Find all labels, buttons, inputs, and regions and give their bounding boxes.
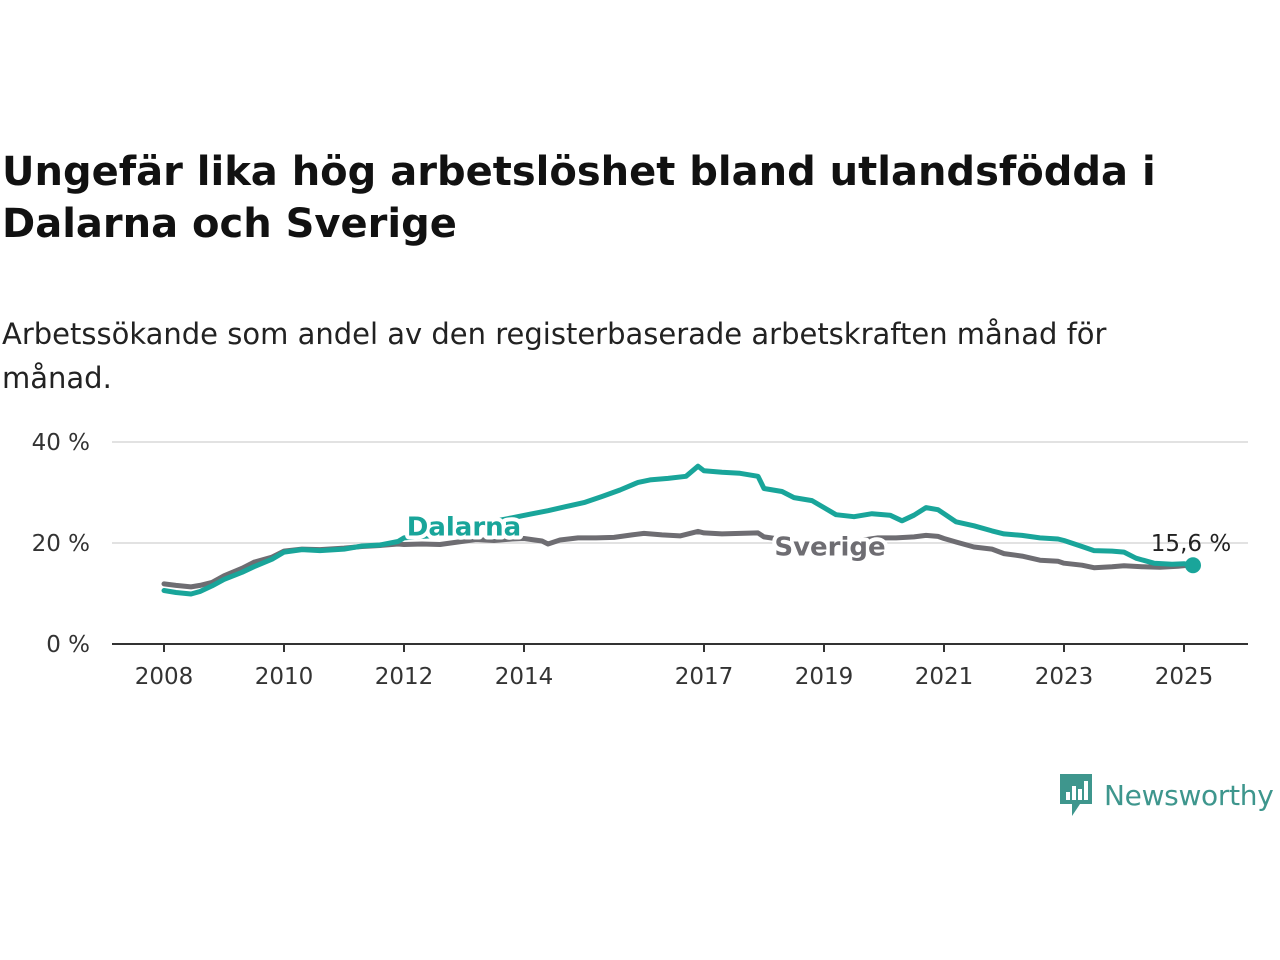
x-tick-label: 2014 (495, 664, 554, 690)
y-tick-label: 0 % (46, 632, 90, 658)
x-tick-label: 2012 (375, 664, 434, 690)
y-tick-label: 40 % (32, 430, 90, 456)
series-label-dalarna: Dalarna (407, 512, 521, 542)
series-layer (161, 463, 1196, 597)
chart-subtitle: Arbetssökande som andel av den registerb… (2, 317, 1107, 395)
end-point-marker (1185, 557, 1201, 574)
x-tick-label: 2023 (1035, 664, 1094, 690)
line-chart: 0 % 20 % 40 % 2008 2010 2012 2014 2017 2019 2021 2… (32, 430, 1248, 690)
x-tick-label: 2025 (1155, 664, 1214, 690)
grid-layer (112, 441, 1248, 544)
end-value-label: 15,6 % (1151, 531, 1231, 557)
newsworthy-logo-icon (1060, 774, 1092, 816)
chart-title: Ungefär lika hög arbetslöshet bland utla… (2, 149, 1156, 247)
axis-layer: 0 % 20 % 40 % 2008 2010 2012 2014 2017 2019 2021 2… (32, 430, 1248, 690)
x-tick-label: 2021 (915, 664, 974, 690)
x-tick-label: 2008 (135, 664, 194, 690)
series-line-dalarna (161, 463, 1196, 597)
y-tick-label: 20 % (32, 531, 90, 557)
series-label-sverige: Sverige (774, 533, 885, 563)
x-tick-label: 2017 (675, 664, 734, 690)
x-tick-label: 2019 (795, 664, 854, 690)
label-layer: Dalarna Sverige 15,6 % (403, 508, 1231, 574)
x-tick-label: 2010 (255, 664, 314, 690)
brand-name: Newsworthy (1104, 778, 1274, 812)
brand-logo[interactable]: Newsworthy (1058, 772, 1274, 818)
